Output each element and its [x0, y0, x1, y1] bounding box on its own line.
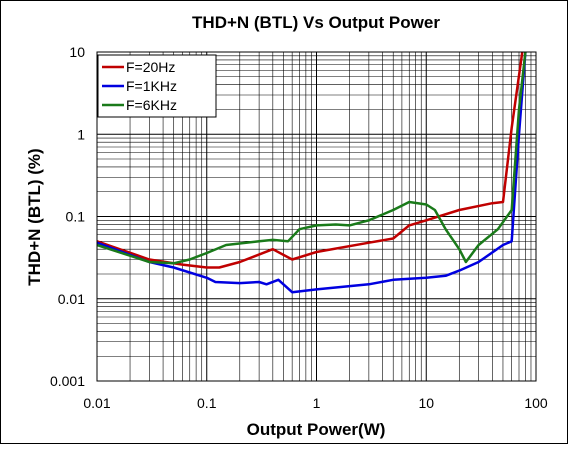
lines — [96, 51, 527, 294]
tick-labels: 0.01 0.1 1 10 100 0.001 0.01 0.1 1 10 — [50, 44, 548, 411]
x-tick-label: 0.01 — [83, 395, 110, 411]
series-line — [96, 51, 524, 269]
x-tick-label: 0.1 — [197, 395, 217, 411]
legend-label: F=6KHz — [126, 97, 177, 113]
x-axis-label: Output Power(W) — [247, 420, 386, 439]
y-tick-label: 0.1 — [66, 209, 86, 225]
y-tick-label: 10 — [69, 44, 85, 60]
y-tick-label: 0.001 — [50, 373, 85, 389]
y-axis-label: THD+N (BTL) (%) — [25, 148, 44, 285]
x-tick-label: 100 — [524, 395, 548, 411]
x-tick-label: 1 — [313, 395, 321, 411]
legend: F=20Hz F=1KHz F=6KHz — [97, 54, 217, 118]
y-tick-label: 1 — [77, 126, 85, 142]
series-line — [96, 51, 527, 294]
legend-label: F=20Hz — [126, 59, 175, 75]
legend-label: F=1KHz — [126, 78, 177, 94]
plot-frame — [96, 51, 537, 382]
chart-title: THD+N (BTL) Vs Output Power — [192, 13, 440, 32]
x-tick-label: 10 — [418, 395, 434, 411]
series-line — [96, 51, 527, 265]
y-tick-label: 0.01 — [58, 291, 85, 307]
